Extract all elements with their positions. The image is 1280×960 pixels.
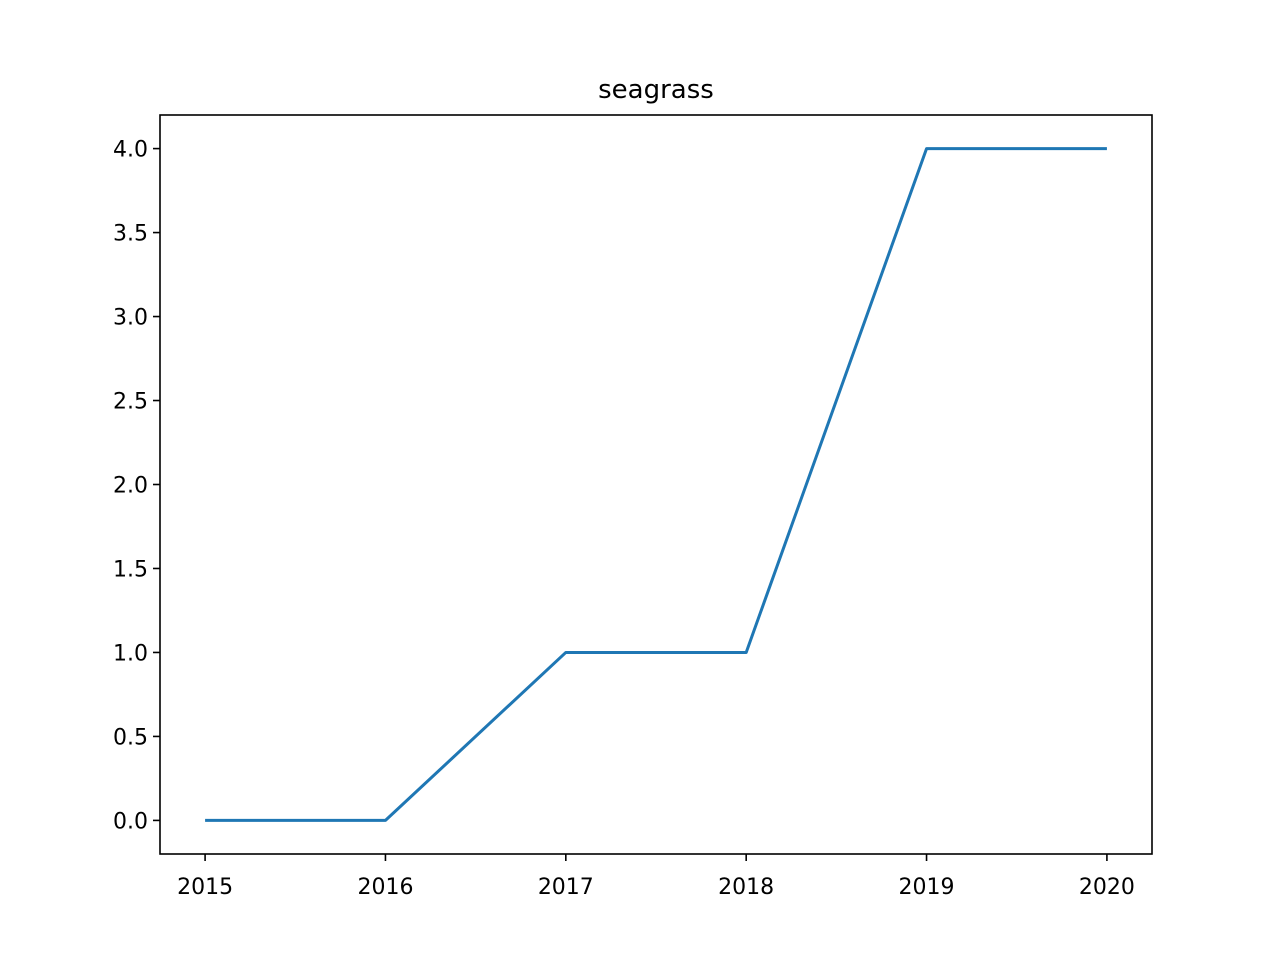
series-layer — [205, 147, 1107, 822]
x-tick-label: 2017 — [538, 875, 594, 900]
x-tick-label: 2015 — [177, 875, 233, 900]
y-tick-label: 1.5 — [113, 557, 148, 582]
x-axis: 2015 2016 2017 2018 2019 2020 — [177, 854, 1135, 900]
y-tick-label: 3.5 — [113, 222, 148, 247]
y-axis: 0.0 0.5 1.0 1.5 2.0 2.5 3.0 3.5 4.0 — [113, 138, 160, 834]
chart-title: seagrass — [598, 75, 714, 105]
y-tick-label: 3.0 — [113, 306, 148, 331]
x-tick-label: 2020 — [1079, 875, 1135, 900]
y-tick-label: 2.0 — [113, 474, 148, 499]
y-tick-label: 0.0 — [113, 809, 148, 834]
plot-frame — [159, 114, 1153, 855]
y-tick-label: 0.5 — [113, 725, 148, 750]
x-tick-label: 2019 — [899, 875, 955, 900]
y-tick-label: 1.0 — [113, 641, 148, 666]
y-tick-label: 4.0 — [113, 138, 148, 163]
x-tick-label: 2016 — [357, 875, 413, 900]
y-tick-label: 2.5 — [113, 390, 148, 415]
x-tick-label: 2018 — [718, 875, 774, 900]
series-line — [205, 147, 1107, 822]
